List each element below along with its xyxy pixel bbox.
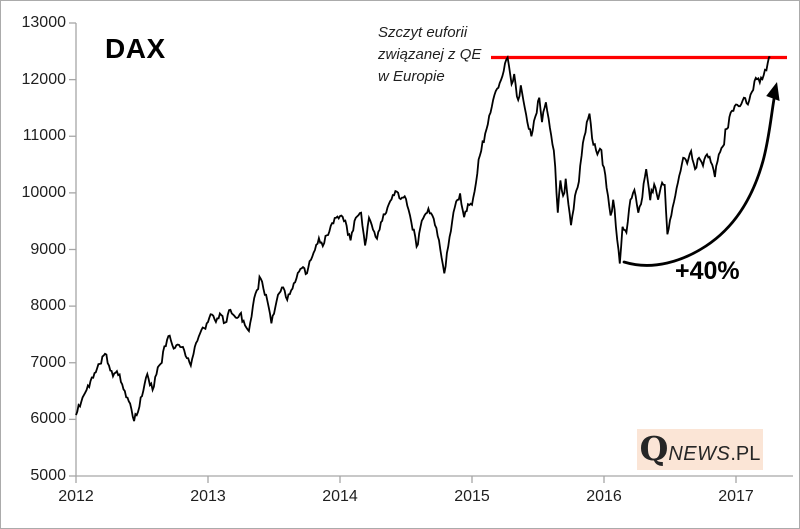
y-tick-label: 12000 bbox=[21, 70, 67, 88]
x-tick-label: 2013 bbox=[190, 488, 226, 505]
x-tick-label: 2015 bbox=[454, 488, 490, 505]
chart-title: DAX bbox=[105, 33, 166, 64]
qe-annotation-text: Szczyt euforii związanej z QE w Europie bbox=[378, 22, 481, 88]
y-tick-label: 11000 bbox=[22, 127, 66, 145]
y-tick-label: 9000 bbox=[30, 240, 66, 258]
qnews-logo: Q NEWS .PL bbox=[637, 429, 763, 470]
dax-price-line bbox=[75, 54, 771, 422]
qnews-logo-q: Q bbox=[639, 429, 669, 468]
gain-percent-label: +40% bbox=[675, 257, 740, 285]
y-tick-label: 6000 bbox=[30, 410, 66, 428]
axes bbox=[69, 22, 793, 483]
y-tick-label: 13000 bbox=[21, 14, 67, 31]
gain-arrow-head bbox=[766, 82, 780, 101]
gain-arrow bbox=[622, 82, 780, 267]
x-tick-label: 2016 bbox=[586, 488, 622, 505]
qe-annotation-line2: związanej z QE bbox=[378, 46, 482, 63]
y-tick-label: 8000 bbox=[30, 297, 66, 315]
y-tick-label: 5000 bbox=[30, 467, 66, 484]
x-tick-label: 2012 bbox=[58, 488, 94, 505]
qnews-logo-pl: .PL bbox=[730, 443, 761, 465]
gain-arrow-curve bbox=[622, 97, 776, 267]
y-tick-label: 7000 bbox=[30, 353, 66, 371]
x-tick-label: 2014 bbox=[322, 488, 358, 505]
qe-annotation-line3: w Europie bbox=[378, 68, 445, 85]
qnews-logo-news: NEWS bbox=[668, 443, 731, 465]
y-tick-label: 10000 bbox=[21, 183, 67, 201]
x-tick-label: 2017 bbox=[718, 488, 754, 505]
qe-annotation-line1: Szczyt euforii bbox=[378, 24, 468, 41]
